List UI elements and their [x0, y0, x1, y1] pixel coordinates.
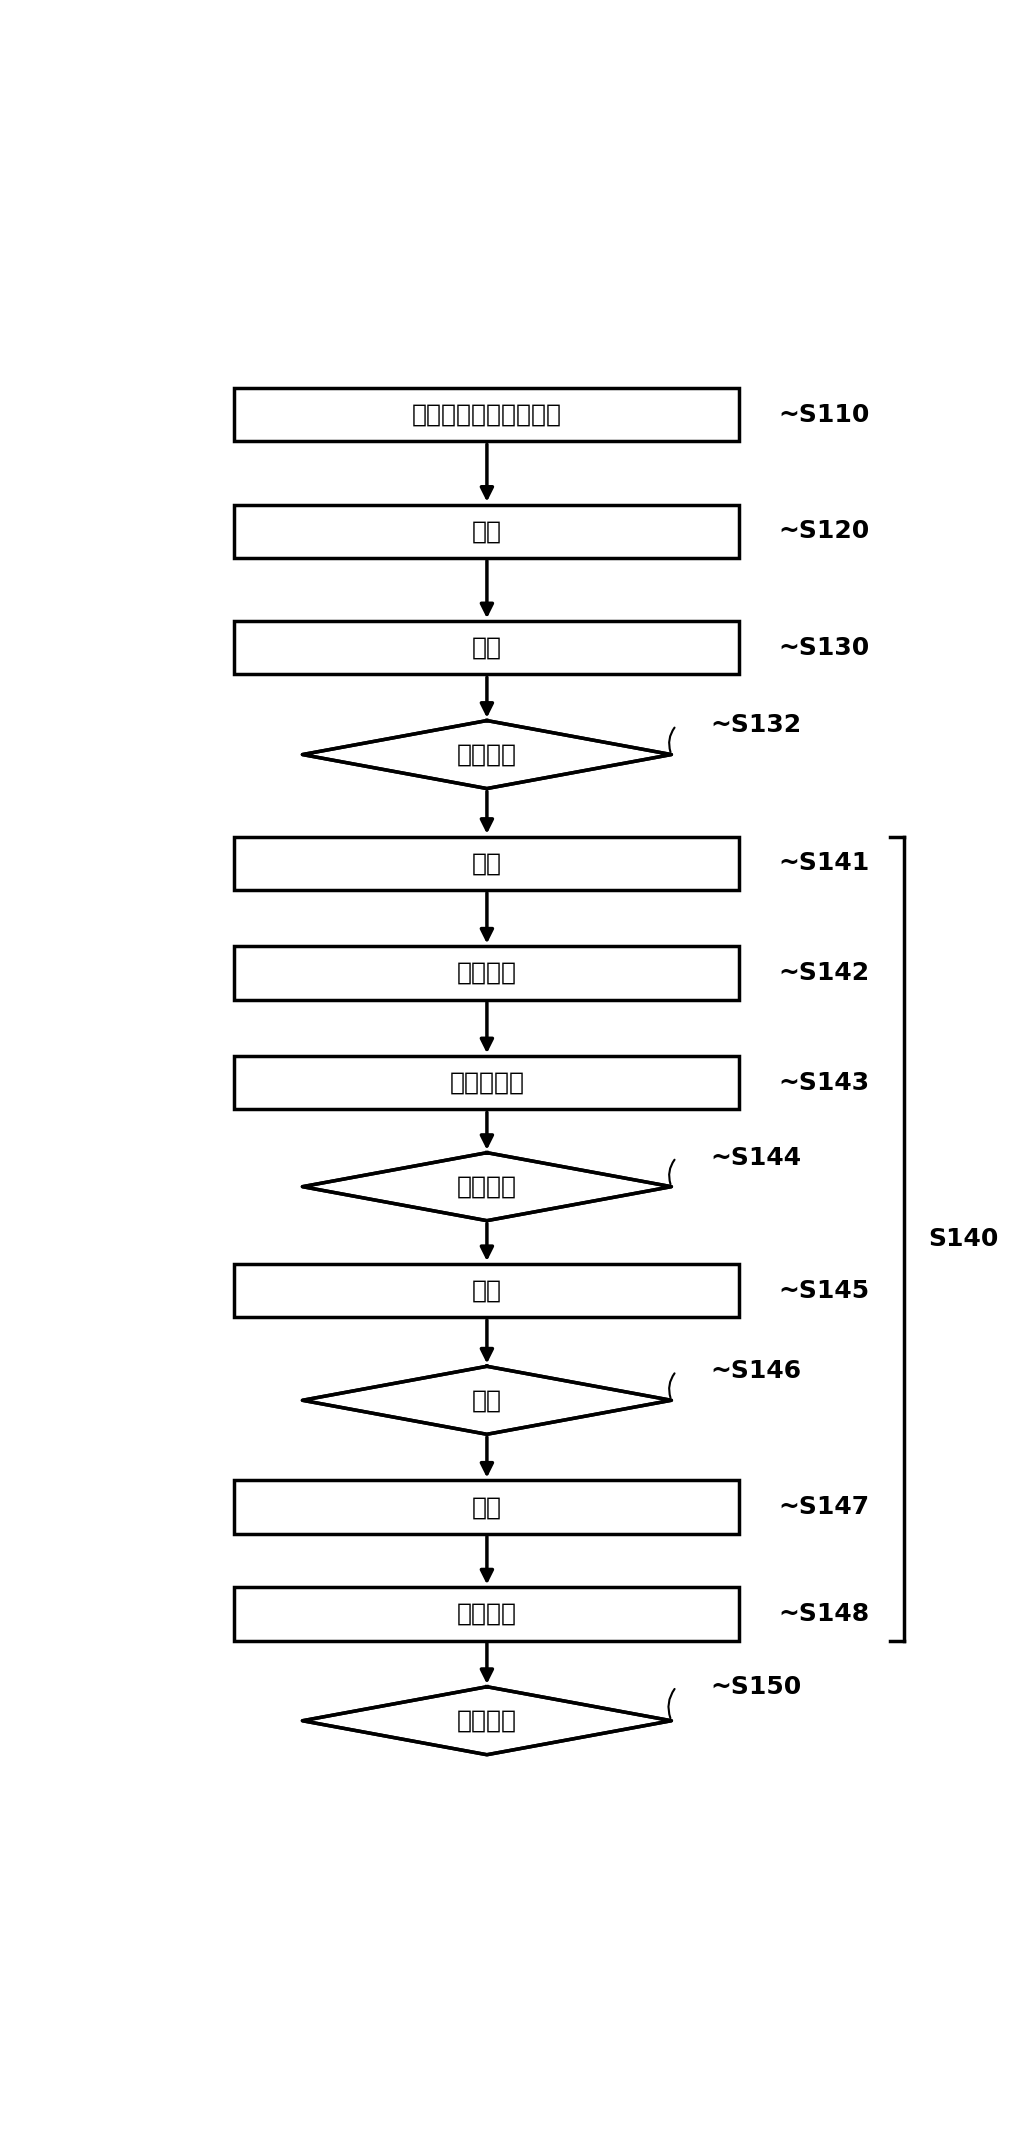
Text: 定位: 定位 — [472, 851, 501, 875]
Text: 尺寸确认: 尺寸确认 — [457, 1709, 517, 1733]
FancyBboxPatch shape — [234, 1481, 740, 1533]
Polygon shape — [303, 1365, 671, 1434]
Text: ~S148: ~S148 — [778, 1602, 870, 1625]
FancyBboxPatch shape — [234, 946, 740, 1000]
Text: ~S120: ~S120 — [778, 518, 870, 544]
Text: ~S146: ~S146 — [710, 1359, 801, 1382]
Text: 目检: 目检 — [472, 1389, 501, 1413]
Text: 尺寸确认: 尺寸确认 — [457, 1174, 517, 1200]
Text: ~S147: ~S147 — [778, 1494, 870, 1520]
Text: 压胶机压平: 压胶机压平 — [449, 1071, 525, 1094]
Text: 烘烤: 烘烤 — [472, 1494, 501, 1520]
Polygon shape — [303, 720, 671, 789]
Text: ~S145: ~S145 — [778, 1279, 870, 1303]
Text: ~S144: ~S144 — [710, 1146, 801, 1170]
Text: 分类: 分类 — [472, 518, 501, 544]
Text: 取下胶带: 取下胶带 — [457, 1602, 517, 1625]
Polygon shape — [303, 1152, 671, 1221]
FancyBboxPatch shape — [234, 836, 740, 890]
FancyBboxPatch shape — [234, 387, 740, 441]
FancyBboxPatch shape — [234, 1587, 740, 1640]
Text: ~S141: ~S141 — [778, 851, 870, 875]
Text: 尺寸确认: 尺寸确认 — [457, 742, 517, 768]
Text: ~S132: ~S132 — [710, 714, 801, 737]
Text: ~S150: ~S150 — [710, 1675, 801, 1699]
Text: ~S130: ~S130 — [778, 636, 870, 660]
Text: S140: S140 — [928, 1228, 999, 1251]
FancyBboxPatch shape — [234, 621, 740, 675]
FancyBboxPatch shape — [234, 505, 740, 557]
Text: 填胶: 填胶 — [472, 1279, 501, 1303]
Text: ~S143: ~S143 — [778, 1071, 870, 1094]
Text: 测量多联电路板的尺寸: 测量多联电路板的尺寸 — [412, 402, 562, 426]
Text: ~S110: ~S110 — [778, 402, 870, 426]
Text: 粘贴贴带: 粘贴贴带 — [457, 961, 517, 985]
FancyBboxPatch shape — [234, 1056, 740, 1109]
Polygon shape — [303, 1688, 671, 1754]
Text: 切割: 切割 — [472, 636, 501, 660]
FancyBboxPatch shape — [234, 1264, 740, 1318]
Text: ~S142: ~S142 — [778, 961, 870, 985]
